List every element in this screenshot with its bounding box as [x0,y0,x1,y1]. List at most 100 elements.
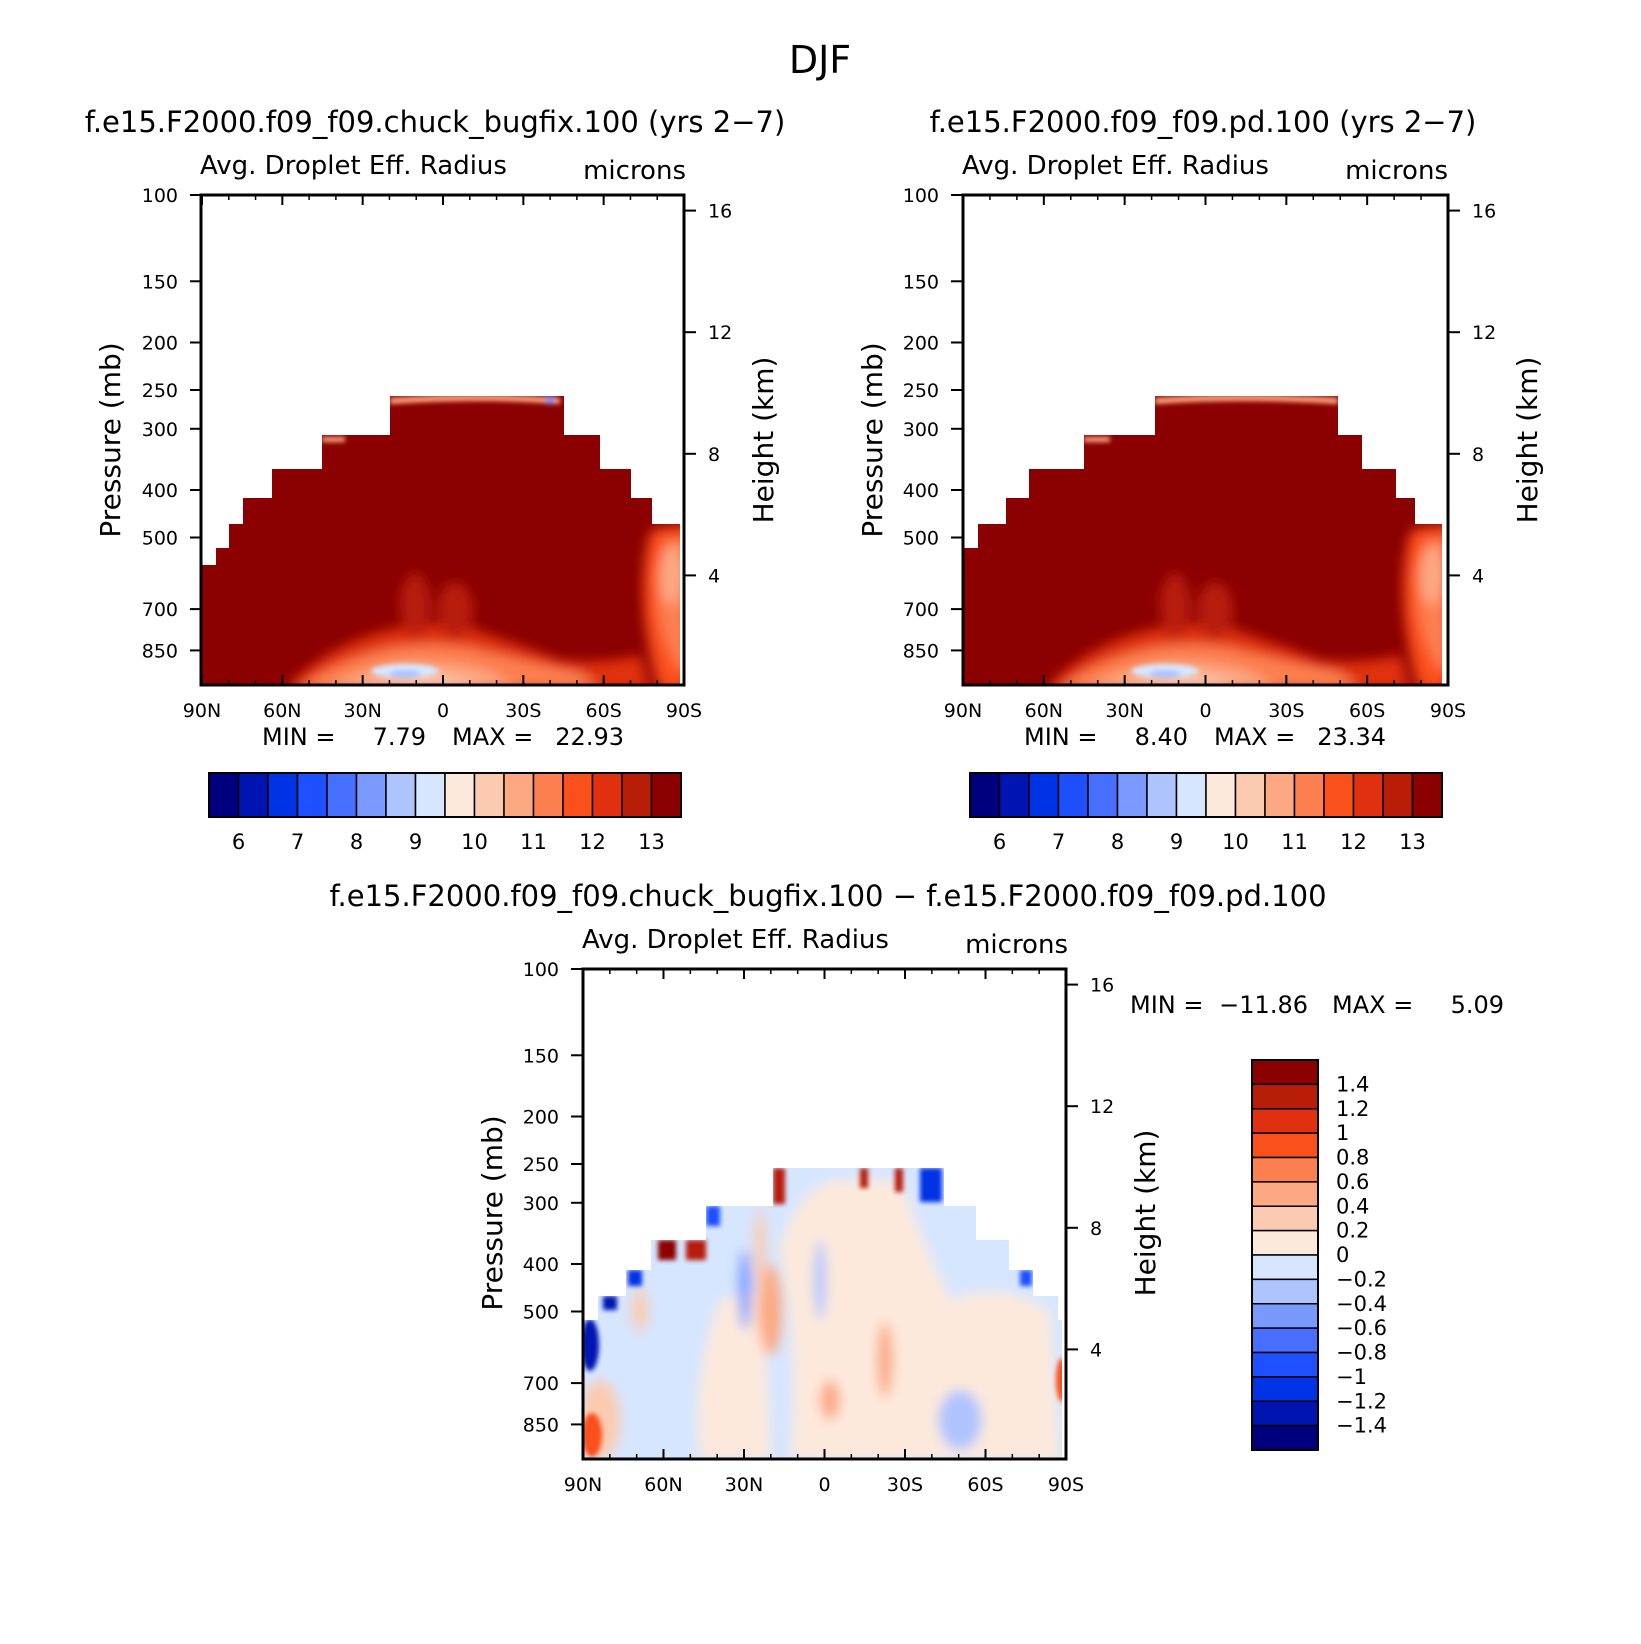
x-tick-label: 30S [1268,700,1304,722]
axes-right: 90N 60N 30N 0 30S 60S 90S 100 150 200 250 300 400 500… [903,185,1496,722]
colorbar-label: 7 [1052,830,1065,854]
y-tick-label: 250 [142,380,178,402]
heatmap-field-left [202,396,680,685]
colorbar-swatch [355,772,387,818]
x-tick-label: 90N [183,700,221,722]
x-tick-label: 30S [887,1474,923,1496]
variable-label-right: Avg. Droplet Eff. Radius [962,151,1269,181]
colorbar-label: −0.6 [1336,1316,1387,1340]
colorbar-swatch [326,772,358,818]
x-tick-label: 90N [564,1474,602,1496]
colorbar-frame [969,772,1443,818]
max-value-right: 23.34 [1317,723,1386,751]
max-value-diff: 5.09 [1451,991,1504,1019]
colorbar-swatch [591,772,623,818]
colorbar-swatch [1251,1181,1319,1207]
colorbar-swatch [1251,1229,1319,1256]
colorbar-label: 0 [1336,1243,1349,1267]
x-tick-label: 90S [666,700,702,722]
colorbar-label: 13 [1399,830,1426,854]
axes-left: 90N 60N 30N 0 30S 60S 90S 100 150 200 250 300 400 500… [142,185,732,722]
colorbar-swatch [1382,772,1414,818]
y2-tick-label: 12 [708,322,732,344]
y-tick-label: 100 [523,959,559,981]
colorbar-label: −1.4 [1336,1414,1387,1438]
colorbar-label: 12 [579,830,606,854]
y2-tick-label: 4 [708,565,720,587]
colorbar-swatch [444,772,476,818]
colorbar-swatch [237,772,269,818]
colorbar-swatch [1251,1351,1319,1378]
variable-label-diff: Avg. Droplet Eff. Radius [582,925,889,955]
y-tick-label: 700 [523,1373,559,1395]
colorbar-right: 6 7 8 9 10 11 12 13 [969,772,1443,854]
max-label-diff: MAX = [1332,991,1413,1019]
y-axis-label-right: Pressure (mb) [856,342,889,537]
colorbar-label: 10 [1222,830,1249,854]
colorbar-label: 0.6 [1336,1170,1369,1194]
colorbar-label: 6 [993,830,1006,854]
figure-title: DJF [789,38,851,82]
y2-axis-label-diff: Height (km) [1129,1130,1162,1297]
y-tick-label: 300 [523,1193,559,1215]
y2-tick-label: 4 [1090,1339,1102,1361]
colorbar-label: 1.2 [1336,1097,1369,1121]
y-tick-label: 150 [523,1045,559,1067]
colorbar-swatch [1251,1254,1319,1281]
colorbar-label: 7 [291,830,304,854]
y2-tick-label: 16 [708,201,732,223]
colorbar-label: 8 [350,830,363,854]
x-tick-label: 0 [818,1474,830,1496]
colorbar-swatch [1175,772,1207,818]
colorbar-label: −0.2 [1336,1267,1387,1291]
y-tick-label: 100 [903,185,939,207]
min-label-diff: MIN = [1130,991,1203,1019]
colorbar-swatch [1057,772,1089,818]
colorbar-label: 1 [1336,1121,1349,1145]
y2-tick-label: 12 [1090,1096,1114,1118]
panel-difference: f.e15.F2000.f09_f09.chuck_bugfix.100 − f… [329,879,1504,1496]
y-tick-label: 200 [903,333,939,355]
x-tick-label: 90N [944,700,982,722]
x-tick-label: 0 [1199,700,1211,722]
colorbar-swatch [473,772,505,818]
x-tick-label: 60N [644,1474,682,1496]
colorbar-swatch [1251,1156,1319,1183]
case-title-diff: f.e15.F2000.f09_f09.chuck_bugfix.100 − f… [329,879,1326,913]
colorbar-swatch [1251,1205,1319,1232]
y-tick-label: 300 [903,419,939,441]
y-tick-label: 200 [142,333,178,355]
min-label-right: MIN = [1024,723,1097,751]
colorbar-label: 11 [520,830,547,854]
units-label-diff: microns [965,930,1068,960]
colorbar-swatch [1251,1108,1319,1134]
y-tick-label: 400 [142,480,178,502]
colorbar-swatch [532,772,564,818]
colorbar-swatch [208,772,240,818]
colorbar-swatch [1352,772,1384,818]
x-tick-label: 30S [505,700,541,722]
colorbar-swatch [1293,772,1325,818]
colorbar-left: 6 7 8 9 10 11 12 13 [208,772,682,854]
y2-tick-label: 4 [1472,565,1484,587]
colorbar-swatch [1251,1278,1319,1305]
colorbar-swatch [969,772,1001,818]
y-tick-label: 250 [903,380,939,402]
x-tick-label: 60N [1025,700,1063,722]
min-label-left: MIN = [262,723,335,751]
y2-tick-label: 16 [1090,975,1114,997]
y-tick-label: 400 [523,1254,559,1276]
colorbar-swatch [296,772,328,818]
colorbar-swatch [1251,1400,1319,1427]
max-value-left: 22.93 [555,723,624,751]
y-tick-label: 300 [142,419,178,441]
colorbar-swatch [1411,772,1443,818]
max-label-right: MAX = [1214,723,1295,751]
y2-tick-label: 16 [1472,201,1496,223]
colorbar-swatch [1251,1132,1319,1159]
y-tick-label: 500 [903,527,939,549]
colorbar-swatch [562,772,594,818]
colorbar-swatch [621,772,653,818]
y-tick-label: 400 [903,480,939,502]
